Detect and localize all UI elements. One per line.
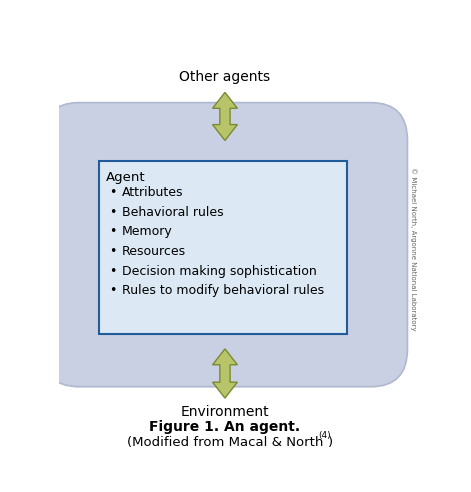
Text: •: • <box>109 206 117 218</box>
Text: •: • <box>109 265 117 278</box>
Text: (4): (4) <box>318 431 331 440</box>
Text: © Michael North, Argonne National Laboratory: © Michael North, Argonne National Labora… <box>410 167 417 330</box>
Polygon shape <box>212 349 237 398</box>
Text: Attributes: Attributes <box>122 186 183 199</box>
Text: Resources: Resources <box>122 245 186 258</box>
Text: Rules to modify behavioral rules: Rules to modify behavioral rules <box>122 284 324 298</box>
Text: Agent: Agent <box>106 171 145 184</box>
FancyBboxPatch shape <box>99 161 347 334</box>
Text: •: • <box>109 284 117 298</box>
Text: •: • <box>109 245 117 258</box>
Text: Other agents: Other agents <box>179 70 270 84</box>
Polygon shape <box>212 92 237 141</box>
Text: •: • <box>109 186 117 199</box>
Text: Memory: Memory <box>122 225 172 238</box>
Text: Environment: Environment <box>181 405 269 419</box>
Text: Decision making sophistication: Decision making sophistication <box>122 265 317 278</box>
Text: •: • <box>109 225 117 238</box>
Text: (Modified from Macal & North: (Modified from Macal & North <box>127 436 323 449</box>
Text: Behavioral rules: Behavioral rules <box>122 206 223 218</box>
Text: ): ) <box>328 436 333 449</box>
FancyBboxPatch shape <box>42 103 407 387</box>
Text: Figure 1. An agent.: Figure 1. An agent. <box>149 420 300 434</box>
